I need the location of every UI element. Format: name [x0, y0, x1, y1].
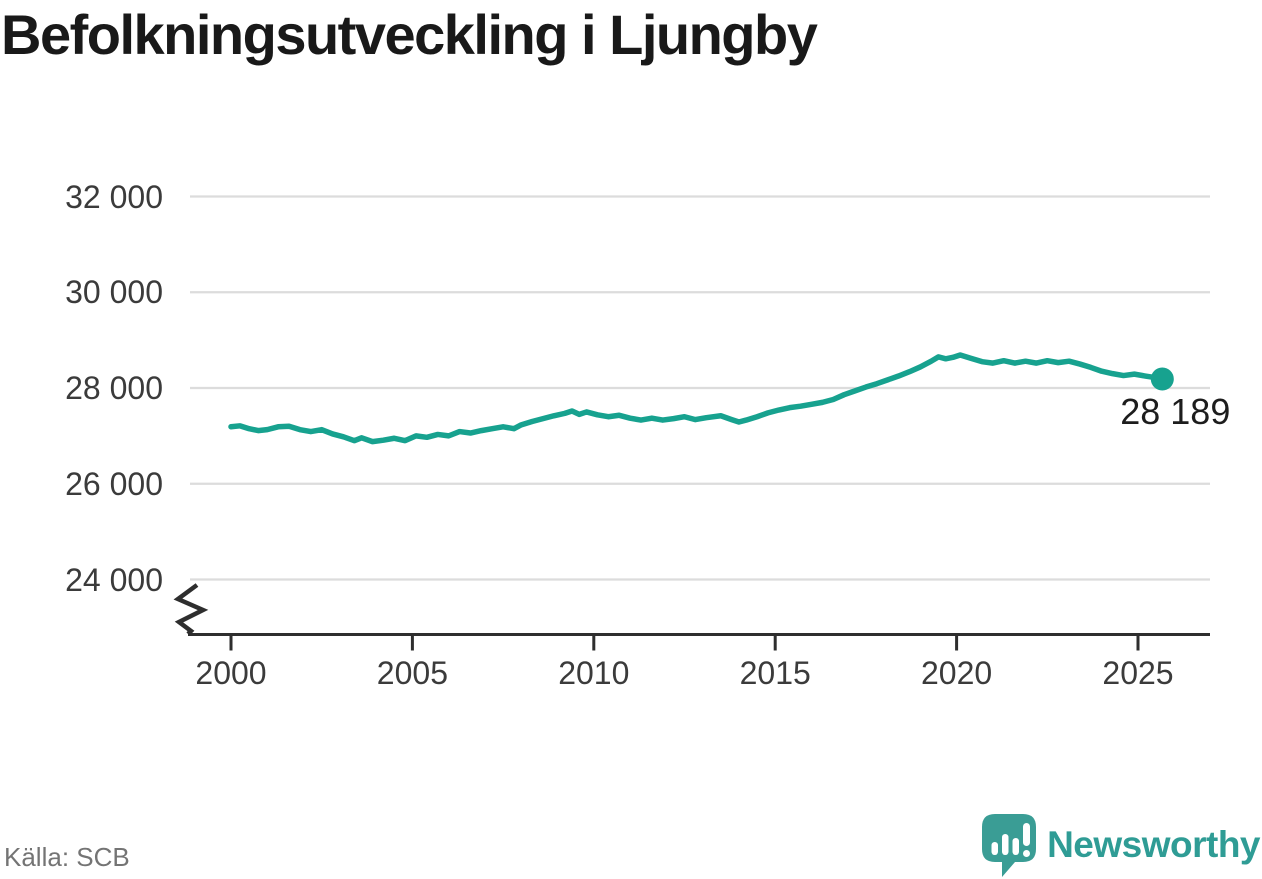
page-title: Befolkningsutveckling i Ljungby [1, 3, 818, 66]
x-axis-label-2015: 2015 [739, 655, 811, 691]
x-axis-label-2010: 2010 [558, 655, 630, 691]
x-axis-label-2020: 2020 [921, 655, 993, 691]
brand-wordmark: Newsworthy [1047, 824, 1260, 865]
y-axis-label-32000: 32 000 [65, 178, 163, 215]
last-value-dot [1150, 367, 1174, 391]
source-attribution: Källa: SCB [4, 842, 130, 872]
exclamation-dot-icon [1023, 849, 1031, 857]
y-axis-label-28000: 28 000 [65, 370, 163, 406]
newsworthy-logo: Newsworthy [981, 812, 1260, 878]
newsworthy-chart-bubble-icon [982, 813, 1037, 877]
x-axis-label-2000: 2000 [195, 655, 267, 691]
y-axis-label-24000: 24 000 [65, 561, 163, 598]
y-axis-label-30000: 30 000 [65, 274, 163, 311]
x-axis-label-2025: 2025 [1102, 655, 1174, 691]
population-line [228, 352, 1166, 445]
gridlines [190, 195, 1210, 581]
bar-short-icon [991, 841, 999, 855]
axis-break-zigzag [173, 583, 209, 636]
x-axis [188, 633, 1210, 651]
y-axis-label-26000: 26 000 [65, 465, 163, 502]
x-axis-label-2005: 2005 [376, 655, 448, 691]
exclamation-bar-icon [1023, 822, 1031, 846]
bar-medium-icon [1012, 837, 1020, 855]
bar-tall-icon [1002, 833, 1009, 855]
last-value-label: 28 189 [1120, 390, 1231, 432]
